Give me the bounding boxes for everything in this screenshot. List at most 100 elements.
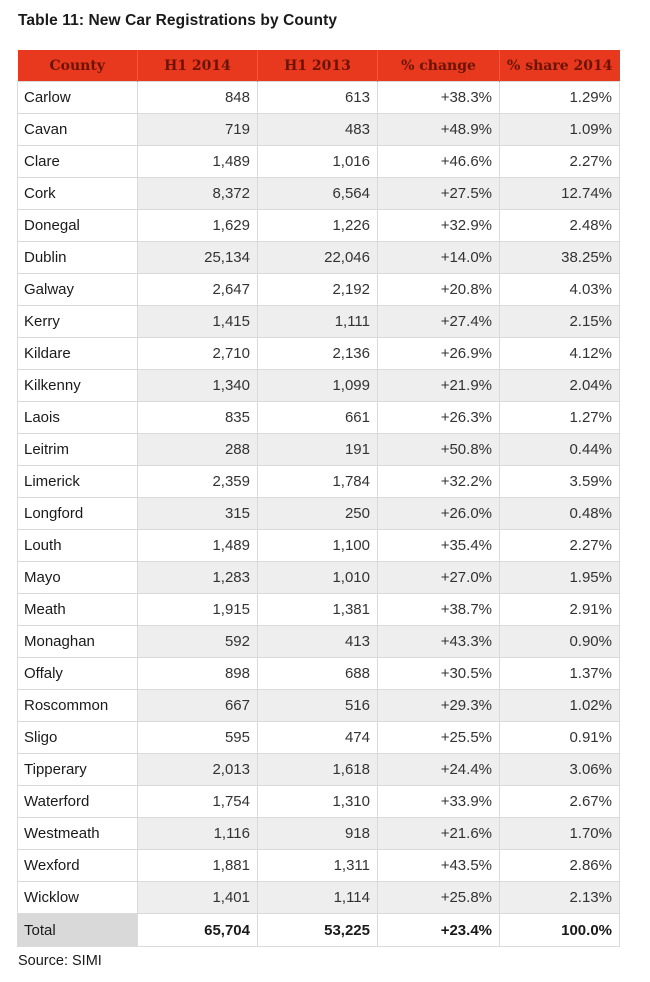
change-value: +38.3% xyxy=(377,81,500,114)
change-value: +32.2% xyxy=(377,465,500,498)
change-value: +26.0% xyxy=(377,497,500,530)
total-h1-2013: 53,225 xyxy=(257,913,378,947)
h1-2013-value: 918 xyxy=(257,817,378,850)
table-row: Offaly 898 688 +30.5% 1.37% xyxy=(17,657,620,690)
h1-2014-value: 592 xyxy=(137,625,258,658)
table-row: Sligo 595 474 +25.5% 0.91% xyxy=(17,721,620,754)
h1-2013-value: 1,111 xyxy=(257,305,378,338)
county-name: Sligo xyxy=(17,721,138,754)
column-header-h1-2014: H1 2014 xyxy=(137,50,258,82)
header-row: County H1 2014 H1 2013 % change % share … xyxy=(17,50,620,82)
share-2014-value: 2.15% xyxy=(499,305,620,338)
county-name: Cork xyxy=(17,177,138,210)
h1-2013-value: 613 xyxy=(257,81,378,114)
h1-2013-value: 6,564 xyxy=(257,177,378,210)
h1-2013-value: 1,310 xyxy=(257,785,378,818)
change-value: +32.9% xyxy=(377,209,500,242)
share-2014-value: 2.27% xyxy=(499,145,620,178)
change-value: +27.5% xyxy=(377,177,500,210)
change-value: +21.9% xyxy=(377,369,500,402)
change-value: +48.9% xyxy=(377,113,500,146)
change-value: +20.8% xyxy=(377,273,500,306)
share-2014-value: 12.74% xyxy=(499,177,620,210)
h1-2013-value: 1,618 xyxy=(257,753,378,786)
total-label: Total xyxy=(17,913,138,947)
table-row: Louth 1,489 1,100 +35.4% 2.27% xyxy=(17,529,620,562)
county-name: Clare xyxy=(17,145,138,178)
change-value: +43.5% xyxy=(377,849,500,882)
table-row: Tipperary 2,013 1,618 +24.4% 3.06% xyxy=(17,753,620,786)
table-row: Wicklow 1,401 1,114 +25.8% 2.13% xyxy=(17,881,620,914)
h1-2013-value: 1,311 xyxy=(257,849,378,882)
change-value: +50.8% xyxy=(377,433,500,466)
h1-2013-value: 1,381 xyxy=(257,593,378,626)
h1-2013-value: 2,136 xyxy=(257,337,378,370)
h1-2013-value: 1,099 xyxy=(257,369,378,402)
h1-2014-value: 1,915 xyxy=(137,593,258,626)
table-row: Waterford 1,754 1,310 +33.9% 2.67% xyxy=(17,785,620,818)
county-name: Waterford xyxy=(17,785,138,818)
table-row: Carlow 848 613 +38.3% 1.29% xyxy=(17,81,620,114)
share-2014-value: 2.67% xyxy=(499,785,620,818)
source-note: Source: SIMI xyxy=(18,953,102,969)
h1-2014-value: 288 xyxy=(137,433,258,466)
county-name: Galway xyxy=(17,273,138,306)
h1-2013-value: 1,010 xyxy=(257,561,378,594)
h1-2014-value: 315 xyxy=(137,497,258,530)
h1-2013-value: 250 xyxy=(257,497,378,530)
county-name: Monaghan xyxy=(17,625,138,658)
table-row: Limerick 2,359 1,784 +32.2% 3.59% xyxy=(17,465,620,498)
share-2014-value: 38.25% xyxy=(499,241,620,274)
h1-2014-value: 2,013 xyxy=(137,753,258,786)
table-row: Galway 2,647 2,192 +20.8% 4.03% xyxy=(17,273,620,306)
share-2014-value: 3.59% xyxy=(499,465,620,498)
table-row: Cork 8,372 6,564 +27.5% 12.74% xyxy=(17,177,620,210)
registrations-table: County H1 2014 H1 2013 % change % share … xyxy=(17,50,620,947)
h1-2013-value: 474 xyxy=(257,721,378,754)
share-2014-value: 2.48% xyxy=(499,209,620,242)
column-header-change: % change xyxy=(377,50,500,82)
h1-2013-value: 1,100 xyxy=(257,529,378,562)
table-row: Longford 315 250 +26.0% 0.48% xyxy=(17,497,620,530)
change-value: +27.4% xyxy=(377,305,500,338)
share-2014-value: 1.27% xyxy=(499,401,620,434)
h1-2013-value: 1,226 xyxy=(257,209,378,242)
county-name: Wicklow xyxy=(17,881,138,914)
h1-2013-value: 413 xyxy=(257,625,378,658)
county-name: Westmeath xyxy=(17,817,138,850)
h1-2014-value: 595 xyxy=(137,721,258,754)
h1-2013-value: 1,016 xyxy=(257,145,378,178)
change-value: +35.4% xyxy=(377,529,500,562)
table-row: Meath 1,915 1,381 +38.7% 2.91% xyxy=(17,593,620,626)
table-row: Donegal 1,629 1,226 +32.9% 2.48% xyxy=(17,209,620,242)
county-name: Limerick xyxy=(17,465,138,498)
table-row: Dublin 25,134 22,046 +14.0% 38.25% xyxy=(17,241,620,274)
change-value: +14.0% xyxy=(377,241,500,274)
county-name: Leitrim xyxy=(17,433,138,466)
h1-2013-value: 191 xyxy=(257,433,378,466)
change-value: +25.5% xyxy=(377,721,500,754)
table-row: Westmeath 1,116 918 +21.6% 1.70% xyxy=(17,817,620,850)
change-value: +43.3% xyxy=(377,625,500,658)
h1-2014-value: 1,881 xyxy=(137,849,258,882)
h1-2013-value: 516 xyxy=(257,689,378,722)
h1-2014-value: 2,359 xyxy=(137,465,258,498)
county-name: Offaly xyxy=(17,657,138,690)
change-value: +25.8% xyxy=(377,881,500,914)
column-header-county: County xyxy=(17,50,138,82)
total-change: +23.4% xyxy=(377,913,500,947)
h1-2014-value: 667 xyxy=(137,689,258,722)
table-row: Wexford 1,881 1,311 +43.5% 2.86% xyxy=(17,849,620,882)
county-name: Louth xyxy=(17,529,138,562)
table-row: Clare 1,489 1,016 +46.6% 2.27% xyxy=(17,145,620,178)
share-2014-value: 2.27% xyxy=(499,529,620,562)
county-name: Laois xyxy=(17,401,138,434)
h1-2014-value: 2,710 xyxy=(137,337,258,370)
h1-2014-value: 2,647 xyxy=(137,273,258,306)
county-name: Kerry xyxy=(17,305,138,338)
share-2014-value: 0.91% xyxy=(499,721,620,754)
h1-2013-value: 1,784 xyxy=(257,465,378,498)
column-header-share-2014: % share 2014 xyxy=(499,50,620,82)
share-2014-value: 1.29% xyxy=(499,81,620,114)
h1-2013-value: 2,192 xyxy=(257,273,378,306)
